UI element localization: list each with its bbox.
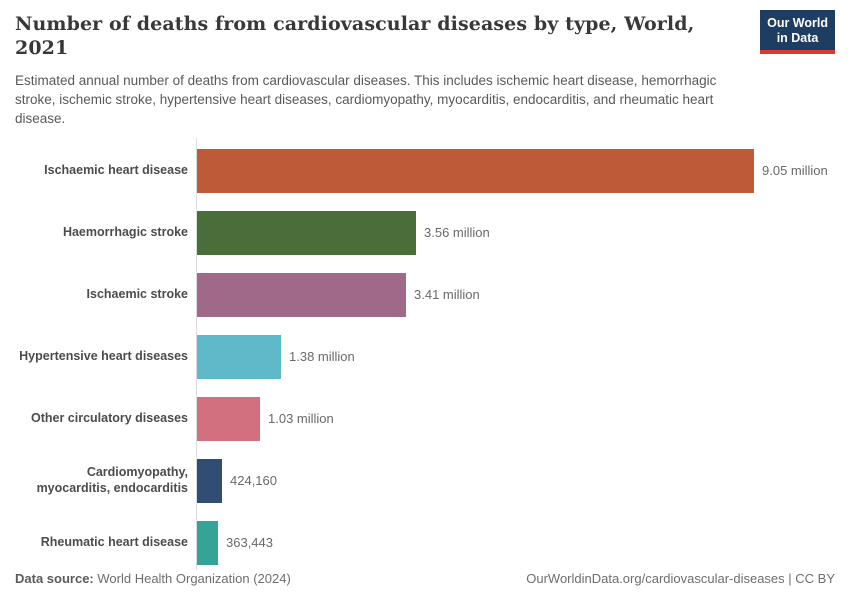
owid-logo-line2: in Data [776, 31, 819, 45]
bar[interactable] [196, 334, 281, 379]
value-label: 363,443 [226, 535, 273, 550]
category-label: Haemorrhagic stroke [62, 224, 188, 239]
bar-zone: 9.05 million [196, 148, 835, 193]
value-label: 3.41 million [414, 287, 480, 302]
credit-link[interactable]: OurWorldinData.org/cardiovascular-diseas… [526, 571, 835, 586]
bar-zone: 363,443 [196, 520, 835, 565]
category-label: Other circulatory diseases [30, 410, 188, 425]
data-source: Data source: World Health Organization (… [15, 571, 291, 586]
y-axis-line [196, 137, 197, 570]
chart-row: Haemorrhagic stroke 3.56 million [15, 210, 835, 255]
footer: Data source: World Health Organization (… [15, 571, 835, 586]
chart-row: Other circulatory diseases 1.03 million [15, 396, 835, 441]
bar[interactable] [196, 520, 218, 565]
value-label: 9.05 million [762, 163, 828, 178]
chart-row: Hypertensive heart diseases 1.38 million [15, 334, 835, 379]
value-label: 3.56 million [424, 225, 490, 240]
bar-zone: 1.03 million [196, 396, 835, 441]
bar-zone: 424,160 [196, 458, 835, 503]
header: Number of deaths from cardiovascular dis… [15, 0, 835, 128]
chart-subtitle: Estimated annual number of deaths from c… [15, 72, 717, 126]
bar[interactable] [196, 272, 406, 317]
owid-logo-line1: Our World [767, 16, 828, 30]
bar-zone: 1.38 million [196, 334, 835, 379]
chart-row: Ischaemic stroke 3.41 million [15, 272, 835, 317]
chart-row: Ischaemic heart disease 9.05 million [15, 148, 835, 193]
bar-zone: 3.41 million [196, 272, 835, 317]
value-label: 1.03 million [268, 411, 334, 426]
bar[interactable] [196, 396, 260, 441]
bar-chart: Ischaemic heart disease 9.05 million Hae… [15, 137, 835, 570]
data-source-label: Data source: [15, 571, 94, 586]
bar[interactable] [196, 458, 222, 503]
bar[interactable] [196, 210, 416, 255]
bar-zone: 3.56 million [196, 210, 835, 255]
category-label: Ischaemic stroke [86, 286, 188, 301]
category-label: Ischaemic heart disease [44, 162, 188, 177]
value-label: 1.38 million [289, 349, 355, 364]
chart-row: Cardiomyopathy, myocarditis, endocarditi… [15, 458, 835, 503]
category-label: Rheumatic heart disease [40, 534, 188, 549]
bar[interactable] [196, 148, 754, 193]
category-label: Hypertensive heart diseases [19, 348, 188, 363]
owid-logo[interactable]: Our World in Data [760, 10, 835, 54]
category-label: Cardiomyopathy, myocarditis, endocarditi… [36, 464, 188, 495]
data-source-value: World Health Organization (2024) [97, 571, 291, 586]
chart-title: Number of deaths from cardiovascular dis… [15, 13, 695, 59]
chart-rows: Ischaemic heart disease 9.05 million Hae… [15, 148, 835, 565]
chart-row: Rheumatic heart disease 363,443 [15, 520, 835, 565]
value-label: 424,160 [230, 473, 277, 488]
